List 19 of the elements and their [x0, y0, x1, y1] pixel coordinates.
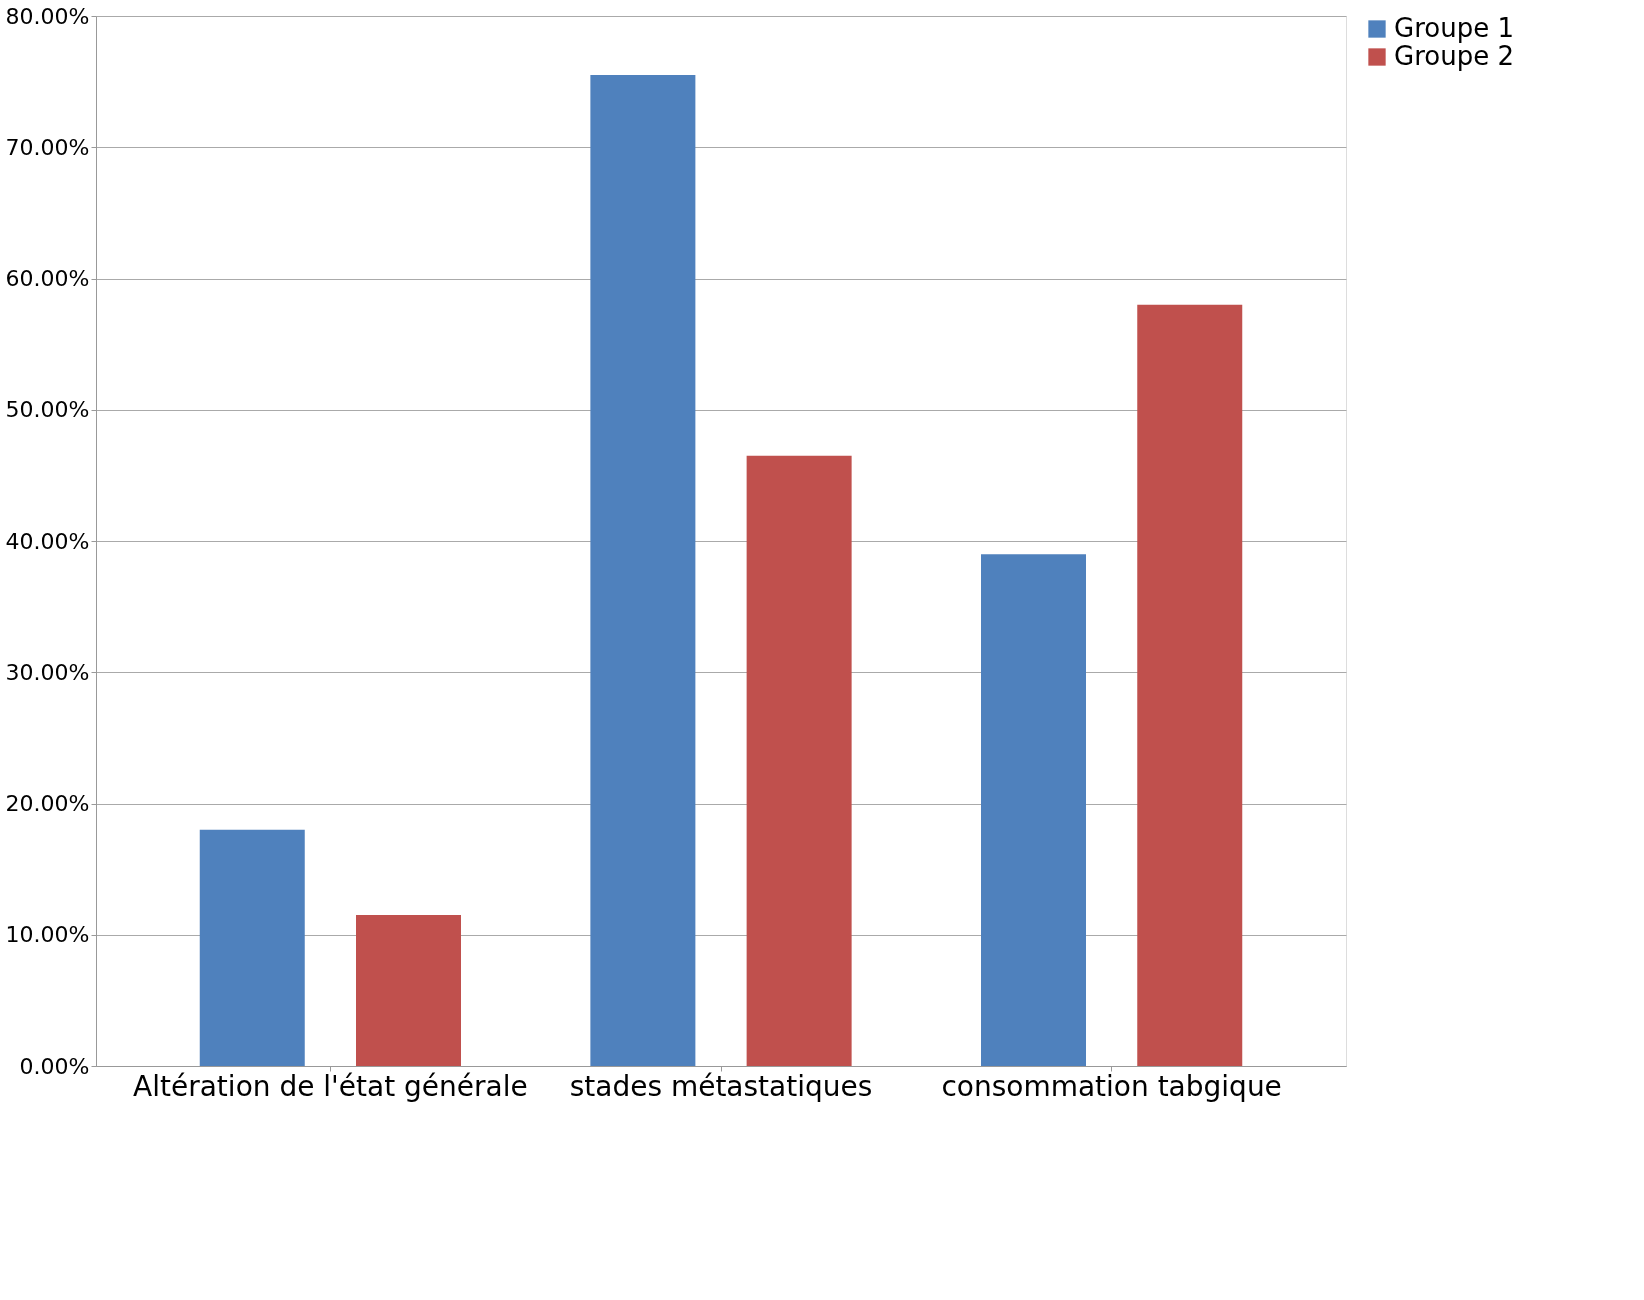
y-tick-label: 30.00%: [5, 659, 90, 685]
bar: [199, 829, 305, 1066]
bar: [981, 554, 1086, 1066]
y-tick-label: 10.00%: [5, 922, 90, 948]
x-tick-label: Altération de l'état générale: [133, 1069, 528, 1103]
bar: [1137, 304, 1243, 1066]
bar: [590, 75, 696, 1066]
y-tick-label: 20.00%: [5, 791, 90, 816]
y-tick-label: 60.00%: [5, 266, 90, 291]
y-tick-label: 40.00%: [5, 528, 90, 554]
y-tick-label: 50.00%: [5, 397, 90, 423]
x-tick-label: consommation tabgique: [941, 1069, 1282, 1103]
y-tick-label: 0.00%: [19, 1053, 90, 1079]
x-tick-label: stades métastatiques: [569, 1069, 873, 1103]
y-tick-label: 80.00%: [5, 3, 90, 29]
legend-label: Groupe 1: [1394, 13, 1514, 43]
bar: [356, 915, 461, 1066]
y-tick-label: 70.00%: [5, 134, 90, 160]
bar: [746, 455, 852, 1066]
